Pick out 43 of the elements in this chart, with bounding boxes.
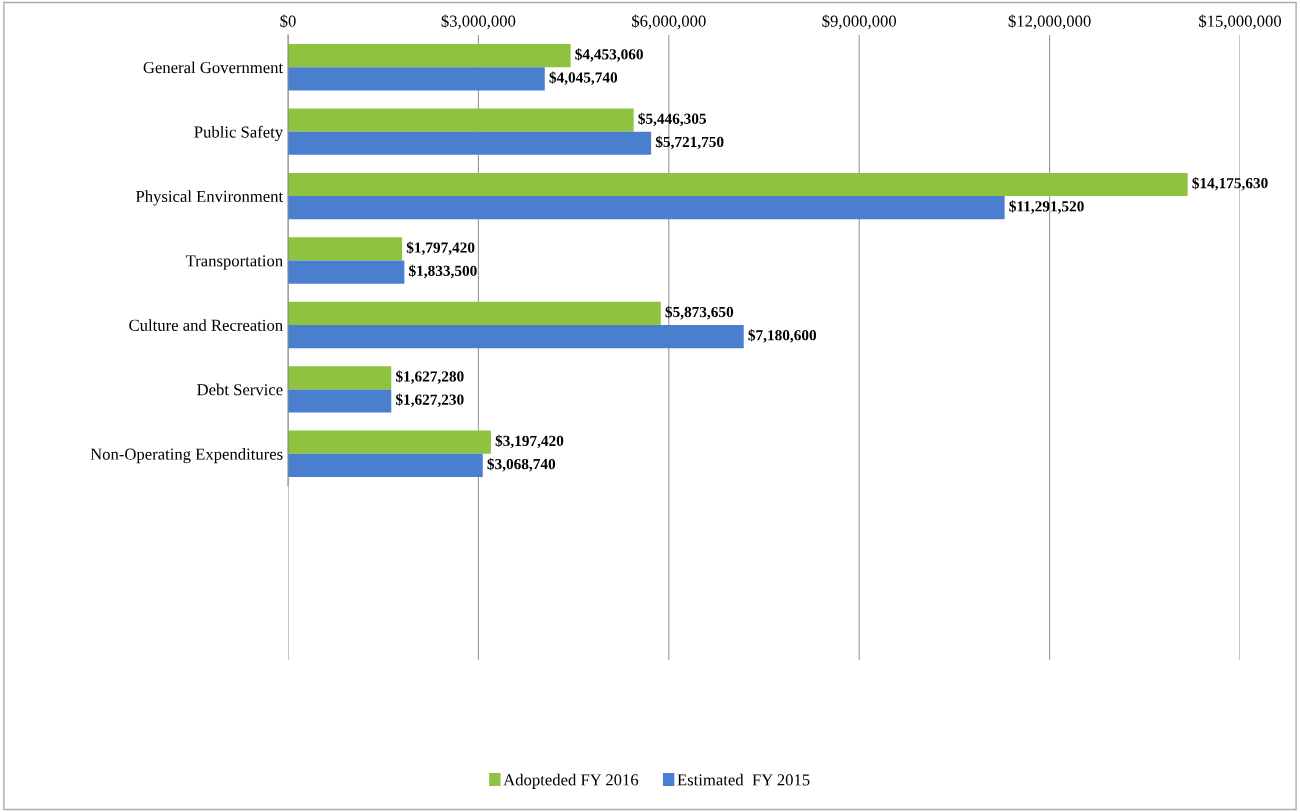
bar — [288, 196, 1005, 220]
y-tick-label: Culture and Recreation — [129, 319, 283, 331]
y-tick-label: Non-Operating Expenditures — [90, 448, 283, 464]
bar — [288, 172, 1188, 197]
data-label: $4,045,740 — [549, 71, 618, 85]
x-tick-label: $3,000,000 — [441, 14, 516, 30]
bar — [288, 301, 661, 325]
bar — [288, 237, 403, 261]
data-label: $5,873,650 — [665, 305, 734, 320]
y-tick-label: Debt Service — [197, 383, 283, 396]
data-label: $5,721,750 — [655, 135, 724, 150]
bar — [288, 260, 405, 284]
data-label: $4,453,060 — [575, 48, 643, 62]
bar — [288, 430, 491, 454]
bar — [288, 131, 652, 155]
bar — [288, 366, 392, 390]
data-label: $5,446,305 — [638, 112, 707, 127]
data-label: $1,627,230 — [395, 393, 464, 408]
y-tick-label: General Government — [143, 61, 284, 74]
bar — [288, 108, 634, 132]
x-tick-label: $9,000,000 — [822, 14, 897, 30]
bar — [288, 324, 744, 349]
data-label: $1,797,420 — [406, 241, 475, 255]
data-label: $1,627,280 — [395, 370, 464, 384]
y-tick-label: Transportation — [185, 255, 283, 270]
x-tick-label: $0 — [280, 14, 296, 28]
data-label: $14,175,630 — [1192, 177, 1268, 191]
x-tick-label: $12,000,000 — [1008, 14, 1091, 30]
y-tick-label: Public Safety — [194, 125, 284, 142]
bar — [288, 67, 545, 91]
bar — [288, 453, 483, 478]
data-label: $1,833,500 — [409, 264, 477, 279]
bar — [288, 44, 571, 68]
data-label: $7,180,600 — [748, 329, 817, 343]
data-label: $3,197,420 — [495, 434, 564, 449]
bar — [288, 389, 392, 413]
x-tick-label: $15,000,000 — [1199, 14, 1282, 30]
data-label: $11,291,520 — [1009, 200, 1084, 214]
legend-label: Estimated FY 2015 — [677, 773, 810, 786]
y-tick-label: Physical Environment — [135, 190, 284, 206]
data-label: $3,068,740 — [487, 458, 556, 472]
legend-label: Adopteded FY 2016 — [503, 773, 639, 789]
x-tick-label: $6,000,000 — [632, 14, 706, 30]
